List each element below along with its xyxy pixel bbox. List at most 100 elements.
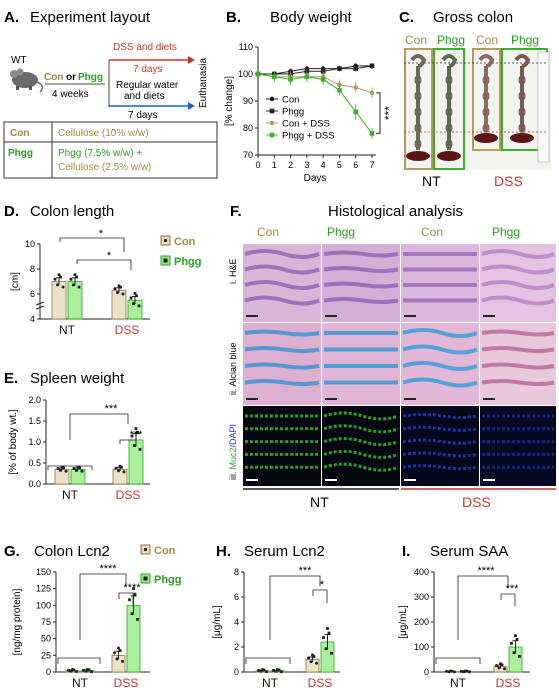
data-point xyxy=(137,304,141,308)
y-tick-label: 10 xyxy=(25,239,35,249)
data-point xyxy=(129,296,133,300)
data-point xyxy=(353,66,359,71)
data-point xyxy=(130,434,134,438)
data-point xyxy=(274,669,278,673)
data-point xyxy=(67,668,70,672)
tissue-band xyxy=(323,449,399,459)
scale-bar xyxy=(325,479,337,481)
legend-label: Con + DSS xyxy=(282,119,330,130)
data-point xyxy=(324,647,328,651)
y-axis-label: [ng/mg protein] xyxy=(12,588,23,655)
y-tick-label: 90 xyxy=(243,96,253,106)
x-axis-label: Days xyxy=(304,173,327,184)
histo-if-2 xyxy=(322,406,400,486)
panel-i-title: Serum SAA xyxy=(430,543,508,560)
y-tick-label: 100 xyxy=(36,600,51,610)
data-point xyxy=(497,666,501,670)
x-tick-label: 6 xyxy=(353,160,358,170)
x-tick-label: 7 xyxy=(369,160,374,170)
panel-h-letter: H. xyxy=(216,543,231,560)
data-point xyxy=(69,277,73,281)
panel-a-letter: A. xyxy=(4,9,19,26)
x-tick-label: 5 xyxy=(337,160,342,170)
y-tick-label: 4 xyxy=(30,314,35,324)
panel-g: G. Colon Lcn2 0 25 50 75 100 125 150 [ng/mg pro… xyxy=(4,543,182,690)
tissue-band xyxy=(323,281,399,289)
significance-label: * xyxy=(99,228,104,240)
significance-label: *** xyxy=(382,106,396,120)
caecum xyxy=(510,133,534,143)
data-point xyxy=(330,651,333,655)
tissue-band xyxy=(244,264,320,275)
data-point xyxy=(113,287,117,291)
data-point xyxy=(117,646,120,650)
tissue-band xyxy=(402,464,478,471)
panel-e: E. Spleen weight 0.0 0.5 1.0 1.5 2.0 [% of bo… xyxy=(4,370,150,502)
table-diet-phgg: Phgg (7.5% w/w) + xyxy=(58,148,142,159)
panel-e-letter: E. xyxy=(4,370,18,387)
colon-pellet xyxy=(414,91,422,101)
y-tick-label: 6 xyxy=(30,289,35,299)
group-bracket xyxy=(435,657,481,664)
x-tick-label: DSS xyxy=(308,676,333,690)
colon-pellet xyxy=(518,91,526,101)
scale-bar xyxy=(404,398,416,400)
data-point xyxy=(121,659,124,663)
table-group-phgg: Phgg xyxy=(8,148,33,159)
y-tick-label: 0 xyxy=(234,667,239,677)
regular-label-3: 7 days xyxy=(128,110,157,121)
panel-g-letter: G. xyxy=(4,543,20,560)
colon-pellet xyxy=(518,123,526,133)
x-tick-label: DSS xyxy=(116,488,141,502)
colon-tissue xyxy=(441,54,458,68)
colon-label-4: Phgg xyxy=(511,33,539,47)
data-point xyxy=(449,669,452,673)
colon-pellet xyxy=(445,123,453,133)
data-point xyxy=(72,283,75,287)
tissue-band xyxy=(481,346,555,353)
colon-pellet xyxy=(518,75,526,85)
legend-marker xyxy=(269,108,275,114)
data-point xyxy=(59,275,62,279)
legend-g: Con Phgg xyxy=(140,544,182,586)
data-point xyxy=(510,641,513,645)
significance-bracket xyxy=(119,432,137,444)
data-point xyxy=(512,651,516,655)
regular-arrow-head xyxy=(188,102,195,110)
x-tick-label: 2 xyxy=(288,160,293,170)
legend-g-phgg-label: Phgg xyxy=(154,574,182,586)
colon-tissue xyxy=(478,54,495,68)
data-point xyxy=(71,667,74,671)
data-point xyxy=(369,63,375,69)
significance-label: **** xyxy=(99,563,117,575)
legend-g-con-label: Con xyxy=(154,545,176,557)
data-point xyxy=(118,649,122,653)
tissue-band xyxy=(402,344,478,355)
caecum xyxy=(406,151,430,161)
data-point xyxy=(75,275,78,279)
regular-label-2: and diets xyxy=(124,91,165,102)
tissue-band xyxy=(481,362,555,370)
x-tick-label: NT xyxy=(59,323,76,337)
data-point xyxy=(86,668,89,671)
data-point xyxy=(460,669,463,673)
data-point xyxy=(320,77,326,82)
tissue-band xyxy=(402,413,478,419)
significance-label: **** xyxy=(477,565,495,577)
y-tick-label: 100 xyxy=(414,642,429,652)
histology-image-grid xyxy=(243,244,556,486)
data-point xyxy=(453,670,456,674)
histo-if-3 xyxy=(401,406,479,486)
y-tick-label: 8 xyxy=(234,567,239,577)
significance-label: * xyxy=(320,579,325,591)
tissue-band xyxy=(481,249,555,259)
data-point xyxy=(515,638,519,641)
data-point xyxy=(59,468,62,472)
colon-pellet xyxy=(482,123,490,133)
histo-col-1: Con xyxy=(257,225,279,239)
scale-bar xyxy=(483,398,495,400)
panel-f-letter: F. xyxy=(230,203,242,220)
data-point xyxy=(276,668,279,672)
data-point xyxy=(315,661,318,665)
